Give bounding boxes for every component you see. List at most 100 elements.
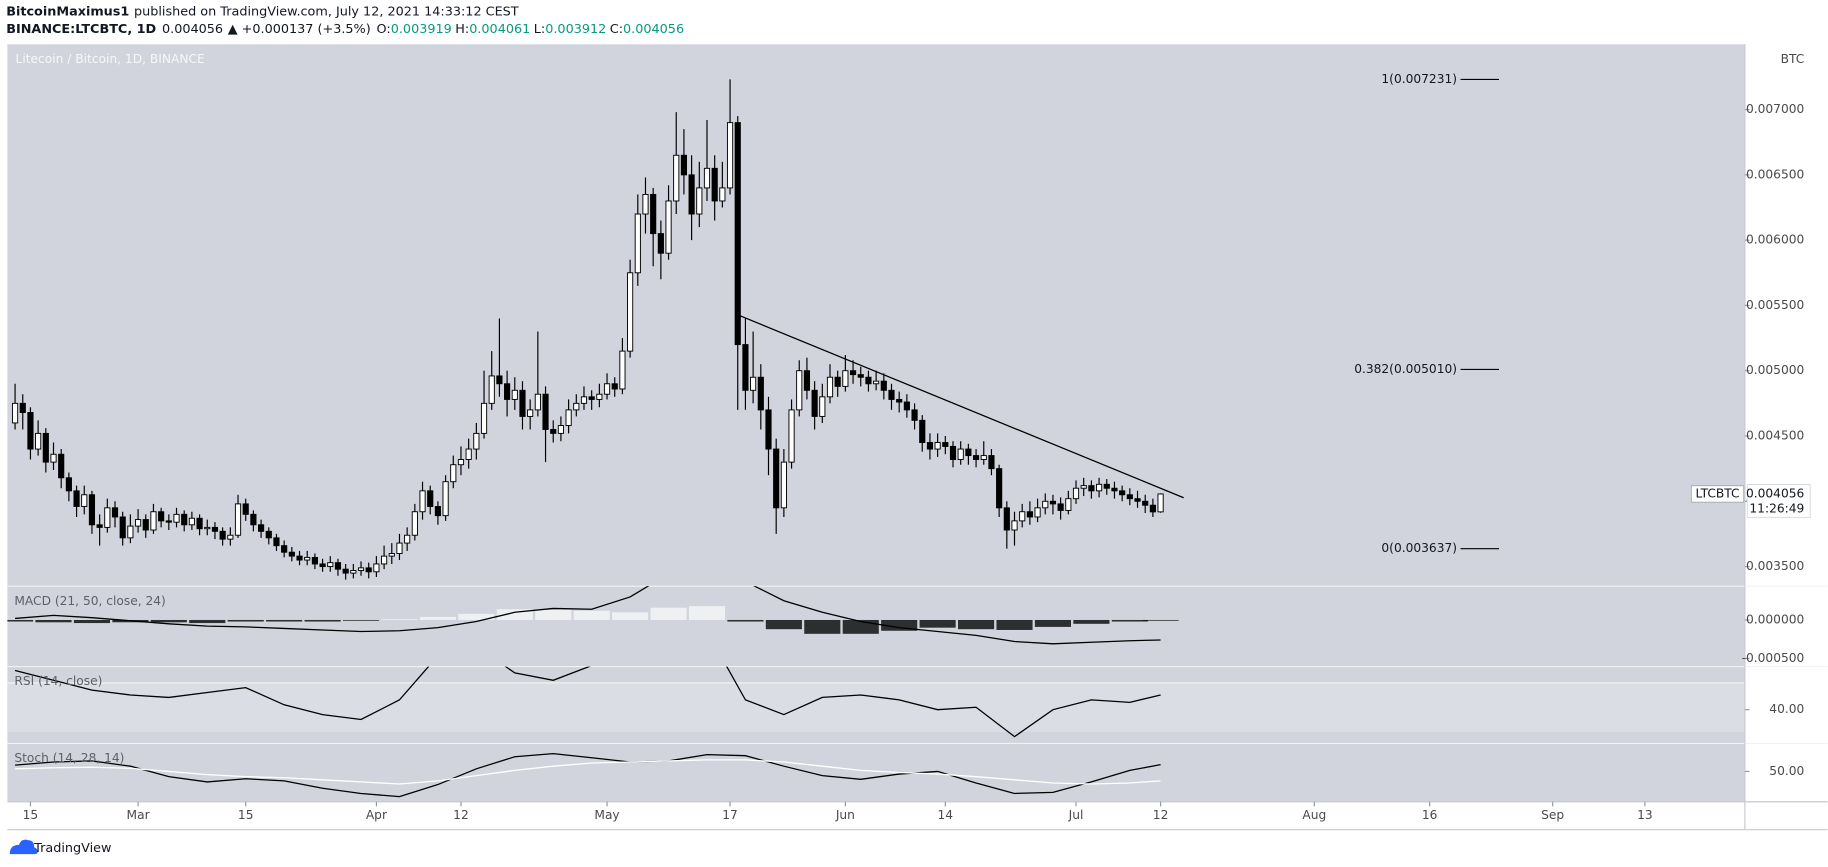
candle-body (227, 534, 234, 540)
histogram-bar (1142, 619, 1179, 621)
candle-body (219, 530, 226, 540)
candle-body (942, 442, 949, 447)
candle-body (780, 461, 787, 509)
candle-body (365, 567, 372, 573)
histogram-bar (342, 619, 380, 621)
candle-body (58, 453, 65, 479)
x-tick-label: Apr (366, 808, 388, 822)
candle-body (127, 525, 134, 539)
histogram-bar (881, 619, 918, 631)
candle-body (534, 393, 541, 411)
candle-body (281, 545, 288, 553)
histogram-bar (573, 610, 610, 620)
candle-body (1080, 485, 1087, 489)
fib-label: 0(0.003637) (1381, 541, 1457, 555)
candle-body (181, 513, 188, 526)
candle-body (73, 490, 80, 507)
candle-body (265, 530, 272, 539)
candle-body (611, 383, 618, 390)
histogram-bar (535, 609, 572, 620)
candle-body (819, 396, 826, 417)
histogram-bar (765, 619, 802, 630)
candle-body (642, 193, 649, 215)
histogram-bar (496, 609, 533, 620)
candle-body (965, 448, 972, 457)
candle-body (1065, 498, 1072, 511)
y-tick-label: 0.003500 (1746, 559, 1804, 573)
candle-body (788, 409, 795, 463)
candle-body (319, 563, 326, 568)
brand: TradingView (33, 841, 111, 856)
candle-body (1011, 520, 1018, 531)
y-tick-label: -0.000500 (1742, 651, 1805, 665)
candle-body (342, 568, 349, 574)
indicator-line (15, 586, 1161, 645)
histogram-bar (227, 619, 264, 622)
histogram-bar (612, 612, 649, 620)
published: published on TradingView.com, July 12, 2… (134, 4, 519, 19)
y-tick-label: 0.006500 (1746, 167, 1804, 181)
candle-body (865, 376, 872, 385)
x-tick-label: 13 (1637, 808, 1653, 822)
histogram-bar (688, 606, 726, 620)
candle-body (173, 513, 180, 523)
candle-body (258, 524, 265, 532)
candle-body (134, 519, 142, 527)
trendline (737, 314, 1184, 499)
header-line-2: BINANCE:LTCBTC, 1D 0.004056 ▲ +0.000137 (+… (6, 22, 684, 37)
candle-body (65, 477, 72, 492)
ohlc-value: 0.003912 (545, 22, 606, 37)
y-tick-label: 50.00 (1769, 764, 1804, 778)
histogram-bar (304, 619, 341, 622)
candle-body (726, 122, 734, 189)
y-tick-label: 0.000000 (1746, 612, 1804, 626)
candle-body (381, 555, 388, 565)
candle-body (734, 122, 741, 346)
candle-body (911, 409, 918, 421)
candle-body (88, 494, 96, 526)
candle-body (596, 393, 603, 400)
histogram-bar (1111, 619, 1148, 622)
ohlc-label: L: (534, 22, 545, 37)
histogram-bar (266, 619, 303, 622)
candle-body (757, 376, 764, 411)
histogram-bar (7, 619, 34, 622)
candle-body (765, 409, 772, 450)
candle-body (27, 412, 34, 450)
candle-body (119, 516, 126, 539)
candle-body (557, 425, 564, 434)
y-tick-label: 40.00 (1769, 702, 1804, 716)
histogram-bar (458, 613, 495, 620)
pane-1 (7, 586, 1179, 645)
histogram-bar (958, 619, 995, 630)
candle-body (880, 380, 887, 391)
candle-body (311, 556, 318, 565)
indicator-title: Stoch (14, 28, 14) (14, 751, 124, 765)
candle-body (627, 272, 634, 352)
candle-body (811, 389, 818, 417)
x-tick-label: 12 (453, 808, 469, 822)
candle-body (242, 503, 249, 515)
candle-body (826, 376, 834, 398)
candle-body (519, 389, 526, 417)
candle-body (873, 380, 880, 385)
candle-body (150, 511, 157, 531)
pane-2 (14, 666, 1161, 738)
candle-body (488, 375, 495, 404)
y-tick-label: 0.005500 (1746, 298, 1804, 312)
candle-body (673, 154, 680, 202)
candle-body (934, 442, 941, 450)
candle-body (573, 402, 580, 411)
rsi-band (7, 682, 1745, 732)
price-tag-label: 0.004056 (1746, 486, 1804, 500)
candle-body (250, 513, 257, 526)
candle-body (188, 517, 195, 526)
candle-body (396, 542, 403, 554)
candle-body (842, 370, 849, 387)
ohlc-value: 0.004061 (469, 22, 530, 37)
candle-body (388, 553, 395, 557)
x-tick-label: 15 (238, 808, 254, 822)
candle-body (404, 534, 411, 544)
candle-body (427, 490, 434, 507)
